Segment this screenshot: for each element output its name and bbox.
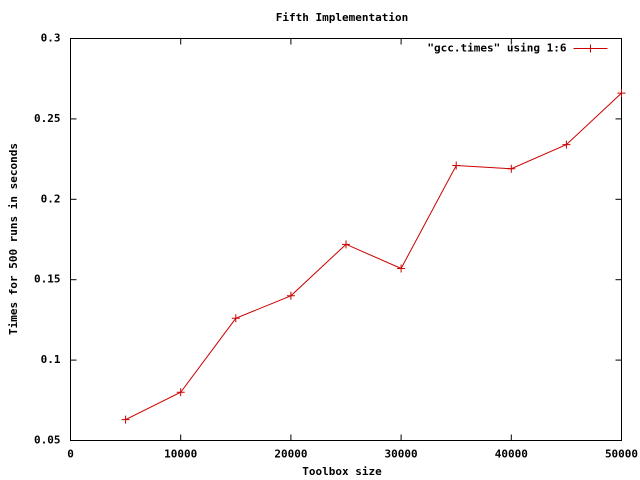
data-point	[507, 164, 516, 173]
data-point	[562, 140, 571, 149]
data-point	[617, 89, 626, 98]
data-point	[176, 388, 185, 397]
x-tick-label: 30000	[385, 448, 418, 461]
y-tick-label: 0.25	[34, 112, 61, 125]
y-tick-label: 0.05	[34, 434, 61, 447]
x-tick-label: 40000	[495, 448, 528, 461]
data-point	[342, 240, 350, 249]
x-axis-label: Toolbox size	[302, 465, 382, 478]
x-tick-label: 0	[67, 448, 74, 461]
x-tick-label: 20000	[274, 448, 307, 461]
y-axis-label: Times for 500 runs in seconds	[7, 143, 20, 335]
y-tick-label: 0.1	[41, 353, 61, 366]
x-tick-label: 50000	[605, 448, 638, 461]
data-point	[286, 291, 295, 300]
legend-marker	[586, 44, 595, 53]
chart-title: Fifth Implementation	[276, 11, 408, 24]
y-tick-label: 0.15	[34, 273, 61, 286]
x-tick-label: 10000	[164, 448, 197, 461]
data-point	[397, 264, 406, 273]
y-tick-label: 0.2	[41, 192, 61, 205]
y-tick-label: 0.3	[41, 32, 61, 45]
data-line	[125, 92, 622, 421]
data-point	[452, 161, 461, 170]
plot-border	[70, 38, 622, 441]
legend-label: "gcc.times" using 1:6	[427, 42, 566, 55]
data-point	[231, 314, 240, 323]
data-point	[121, 415, 130, 424]
